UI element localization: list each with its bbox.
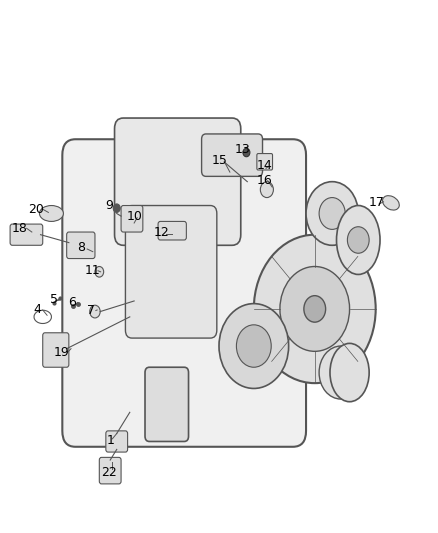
Circle shape <box>219 304 289 389</box>
Text: 1: 1 <box>106 434 114 447</box>
FancyBboxPatch shape <box>145 367 188 441</box>
Circle shape <box>243 148 250 157</box>
Text: 17: 17 <box>369 196 385 209</box>
Text: 8: 8 <box>77 241 85 254</box>
Text: 15: 15 <box>212 154 228 167</box>
Text: 10: 10 <box>126 209 142 223</box>
Text: 19: 19 <box>53 346 69 359</box>
Ellipse shape <box>39 206 64 221</box>
FancyBboxPatch shape <box>115 118 241 245</box>
Circle shape <box>304 296 325 322</box>
Text: 22: 22 <box>102 466 117 479</box>
Circle shape <box>237 325 271 367</box>
Text: 13: 13 <box>235 143 251 156</box>
FancyBboxPatch shape <box>125 206 217 338</box>
FancyBboxPatch shape <box>121 206 143 232</box>
Circle shape <box>90 305 100 318</box>
Ellipse shape <box>336 206 380 274</box>
FancyBboxPatch shape <box>99 457 121 484</box>
Circle shape <box>149 224 201 288</box>
Circle shape <box>319 198 345 229</box>
Text: 18: 18 <box>12 222 28 235</box>
FancyBboxPatch shape <box>201 134 262 176</box>
FancyBboxPatch shape <box>106 431 127 452</box>
Circle shape <box>280 266 350 351</box>
Circle shape <box>347 227 369 253</box>
FancyBboxPatch shape <box>67 232 95 259</box>
Circle shape <box>95 266 104 277</box>
Text: 12: 12 <box>154 225 170 239</box>
Circle shape <box>260 182 273 198</box>
Text: 6: 6 <box>68 296 76 309</box>
FancyBboxPatch shape <box>257 154 272 170</box>
Circle shape <box>254 235 376 383</box>
Text: 11: 11 <box>85 264 101 277</box>
FancyBboxPatch shape <box>62 139 306 447</box>
Text: 16: 16 <box>257 174 272 187</box>
Text: 14: 14 <box>257 159 272 172</box>
Text: 20: 20 <box>28 203 44 216</box>
FancyBboxPatch shape <box>158 221 186 240</box>
FancyBboxPatch shape <box>43 333 69 367</box>
Text: 5: 5 <box>50 293 59 306</box>
Text: 7: 7 <box>87 304 95 317</box>
Circle shape <box>113 204 120 213</box>
Circle shape <box>319 346 363 399</box>
Ellipse shape <box>330 343 369 402</box>
Ellipse shape <box>382 196 399 210</box>
Text: 9: 9 <box>106 199 113 212</box>
Text: 4: 4 <box>33 303 41 317</box>
Circle shape <box>306 182 358 245</box>
FancyBboxPatch shape <box>10 224 43 245</box>
